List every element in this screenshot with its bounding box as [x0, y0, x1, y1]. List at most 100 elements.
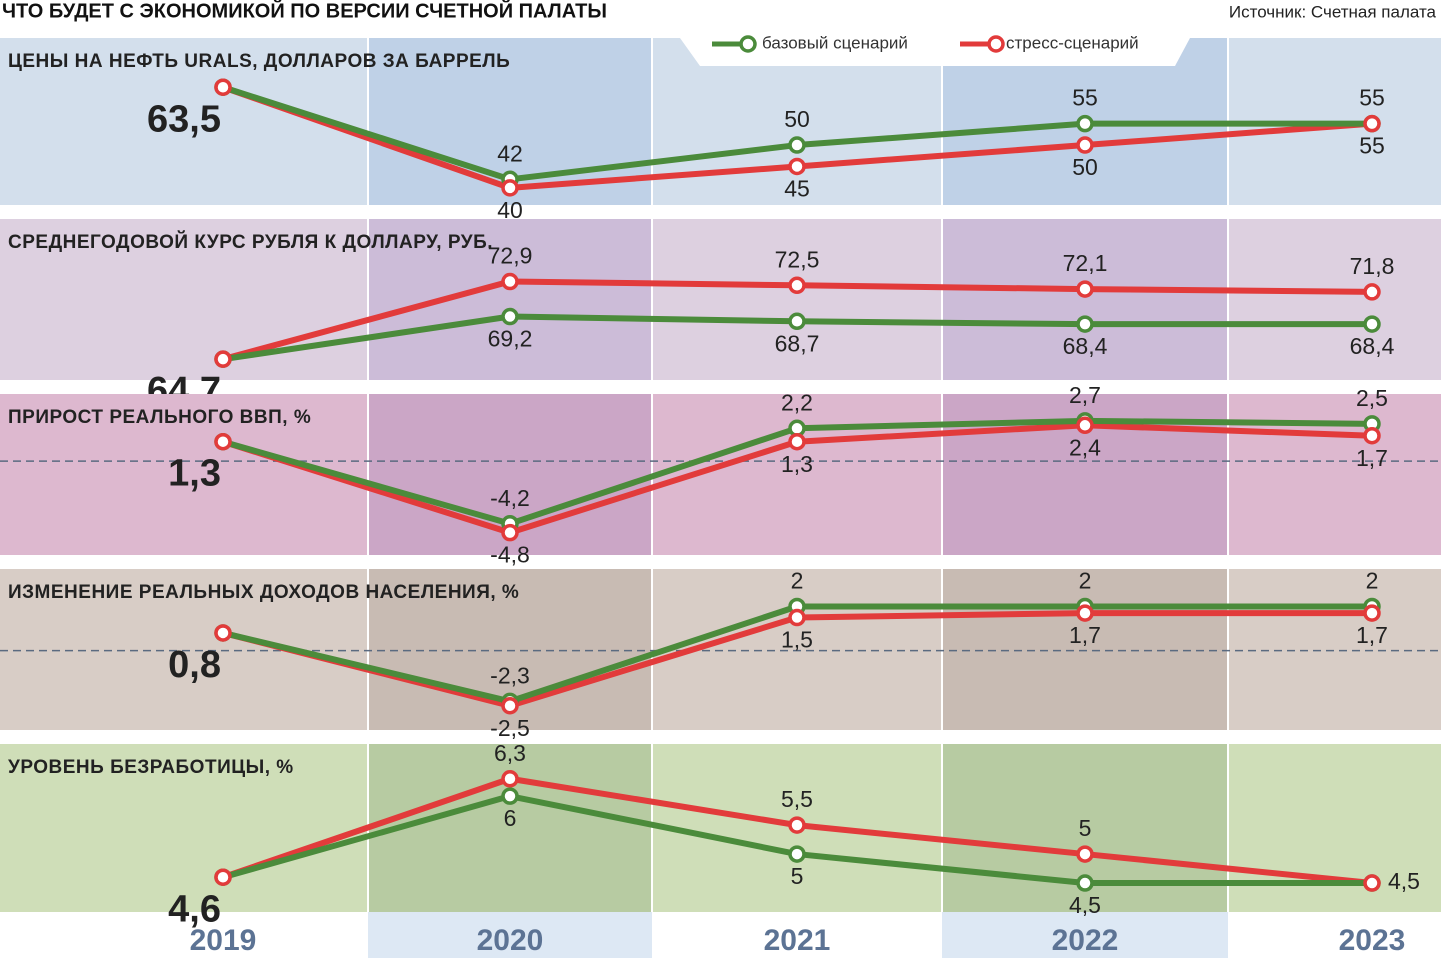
x-tick-label: 2020 — [477, 924, 544, 957]
year-band — [942, 912, 1228, 958]
point — [788, 432, 806, 451]
legend-label: базовый сценарий — [762, 33, 908, 52]
value-label: 5 — [1079, 815, 1092, 841]
value-label: 4,5 — [1069, 892, 1101, 918]
value-label: 68,7 — [775, 330, 820, 356]
panel-title: УРОВЕНЬ БЕЗРАБОТИЦЫ, % — [8, 757, 294, 778]
point — [788, 157, 806, 176]
point — [1076, 136, 1094, 154]
point — [501, 787, 519, 805]
value-label: 50 — [784, 106, 810, 132]
value-label: 6,3 — [494, 740, 526, 766]
point — [1076, 874, 1094, 892]
value-label: 2 — [1079, 568, 1092, 594]
value-label: 2,2 — [781, 389, 813, 415]
point — [1076, 416, 1094, 435]
start-value-label: 4,6 — [168, 888, 221, 930]
point — [1076, 114, 1094, 133]
point — [214, 78, 232, 96]
value-label: 40 — [497, 197, 523, 223]
value-label: 42 — [497, 140, 523, 166]
year-band — [1228, 912, 1441, 958]
value-label: 4,5 — [1388, 868, 1420, 894]
point — [1363, 874, 1381, 892]
legend-bg — [680, 38, 1190, 66]
value-label: 68,4 — [1063, 333, 1108, 359]
point — [214, 350, 232, 368]
value-label: 1,7 — [1069, 622, 1101, 648]
panel-bg — [0, 38, 368, 205]
value-label: 2,7 — [1069, 382, 1101, 408]
point — [788, 276, 806, 295]
point — [214, 432, 232, 451]
value-label: -4,8 — [490, 542, 530, 568]
legend: базовый сценарий стресс-сценарий — [680, 33, 1190, 66]
x-tick-label: 2022 — [1052, 924, 1119, 957]
value-label: 55 — [1359, 133, 1385, 159]
point — [788, 312, 806, 331]
value-label: 72,5 — [775, 246, 820, 272]
start-value-label: 1,3 — [168, 453, 221, 495]
point — [788, 608, 806, 627]
panel-bg — [942, 219, 1228, 380]
panel-bg — [652, 219, 942, 380]
legend-marker — [739, 35, 757, 53]
value-label: 69,2 — [488, 326, 533, 352]
panel-title: ИЗМЕНЕНИЕ РЕАЛЬНЫХ ДОХОДОВ НАСЕЛЕНИЯ, % — [8, 582, 519, 603]
point — [1076, 315, 1094, 333]
value-label: 45 — [784, 176, 810, 202]
point — [501, 523, 519, 542]
value-label: 72,9 — [488, 243, 533, 269]
x-tick-label: 2021 — [764, 924, 831, 957]
value-label: 1,7 — [1356, 445, 1388, 471]
point — [501, 272, 519, 291]
value-label: 5,5 — [781, 786, 813, 812]
legend-label: стресс-сценарий — [1006, 33, 1139, 52]
point — [1076, 845, 1094, 863]
panel-bg — [0, 569, 368, 730]
year-band — [0, 912, 368, 958]
year-band — [368, 912, 652, 958]
year-band — [652, 912, 942, 958]
point — [214, 868, 232, 886]
value-label: 72,1 — [1063, 250, 1108, 276]
value-label: 1,3 — [781, 451, 813, 477]
value-label: 55 — [1072, 85, 1098, 111]
panel-bg — [1228, 394, 1441, 555]
point — [1076, 280, 1094, 298]
panel-bg — [0, 219, 368, 380]
x-tick-label: 2023 — [1339, 924, 1406, 957]
charts: 2019 2020 2021 2022 2023 ЦЕНЫ НА НЕФТЬ URALS,… — [0, 38, 1441, 958]
point — [1363, 283, 1381, 301]
panel-title: ЦЕНЫ НА НЕФТЬ URALS, ДОЛЛАРОВ ЗА БАРРЕЛЬ — [8, 51, 510, 72]
value-label: 55 — [1359, 85, 1385, 111]
point — [501, 307, 519, 326]
point — [1363, 114, 1381, 133]
value-label: 68,4 — [1350, 333, 1395, 359]
source: Источник: Счетная палата — [1229, 2, 1437, 21]
panel-bg — [1228, 569, 1441, 730]
point — [788, 816, 806, 834]
point — [214, 624, 232, 642]
value-label: -2,3 — [490, 662, 530, 688]
value-label: 6 — [504, 805, 517, 831]
start-value-label: 63,5 — [147, 98, 221, 140]
value-label: 5 — [791, 863, 804, 889]
value-label: -4,2 — [490, 485, 530, 511]
value-label: 2,5 — [1356, 385, 1388, 411]
value-label: 2 — [1366, 568, 1379, 594]
panel-bg — [368, 219, 652, 380]
panel-bg — [0, 744, 368, 912]
page-title: ЧТО БУДЕТ С ЭКОНОМИКОЙ ПО ВЕРСИИ СЧЕТНОЙ… — [2, 0, 607, 22]
point — [1363, 604, 1381, 622]
point — [1363, 426, 1381, 445]
x-tick-label: 2019 — [190, 924, 257, 957]
panel-bg — [942, 569, 1228, 730]
value-label: 71,8 — [1350, 253, 1395, 279]
point — [1363, 315, 1381, 333]
value-label: 2 — [791, 568, 804, 594]
point — [1076, 604, 1094, 622]
legend-marker — [987, 35, 1005, 53]
start-value-label: 0,8 — [168, 644, 221, 686]
